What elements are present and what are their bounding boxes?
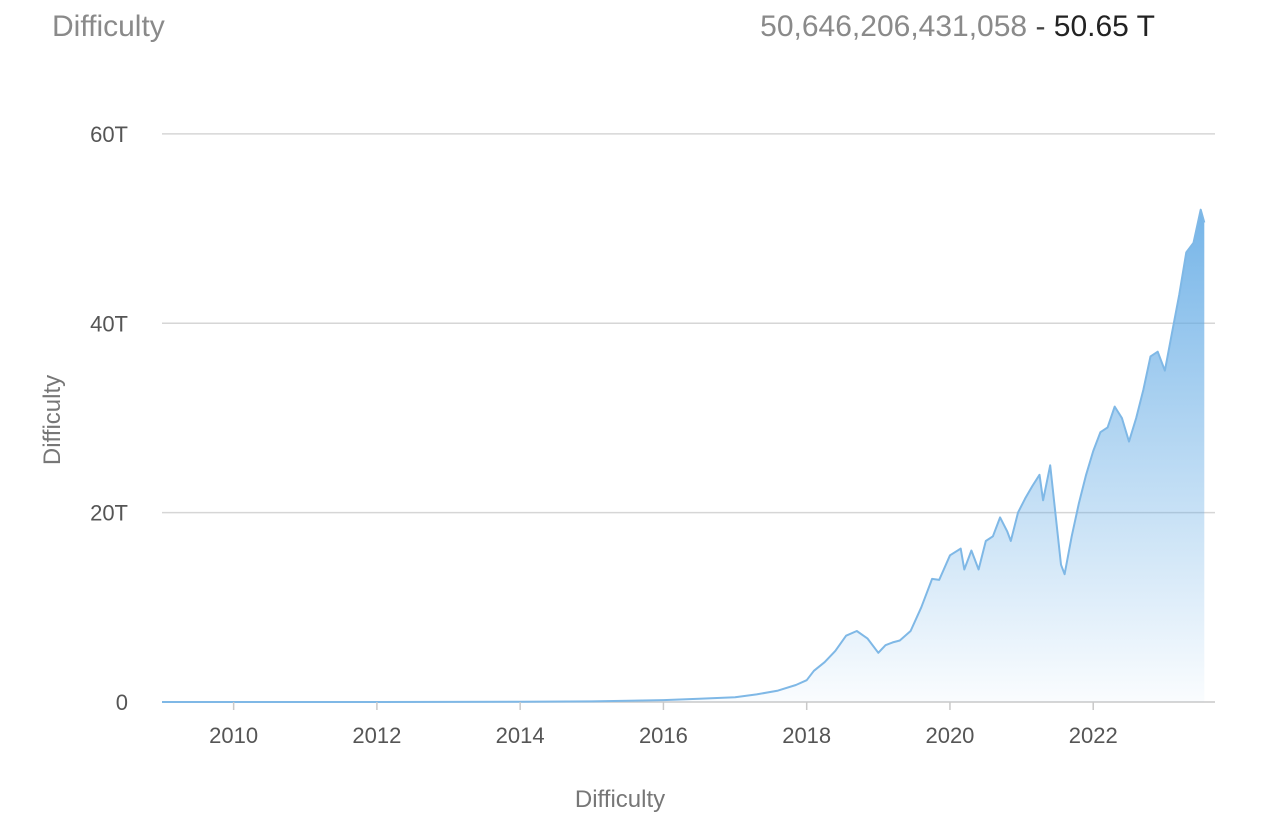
x-tick-label: 2014	[496, 723, 545, 748]
x-tick-label: 2016	[639, 723, 688, 748]
current-value-readout: 50,646,206,431,058 - 50.65 T	[760, 10, 1155, 44]
full-value: 50,646,206,431,058	[760, 10, 1028, 43]
x-tick-label: 2010	[209, 723, 258, 748]
y-tick-label: 40T	[90, 311, 128, 336]
y-tick-label: 0	[116, 690, 128, 715]
x-axis-label: Difficulty	[575, 786, 665, 813]
y-axis-label: Difficulty	[39, 375, 66, 465]
difficulty-area-fill	[162, 209, 1205, 702]
y-tick-label: 20T	[90, 501, 128, 526]
value-separator: -	[1035, 10, 1046, 43]
short-value: 50.65 T	[1053, 10, 1155, 43]
y-tick-label: 60T	[90, 122, 128, 147]
difficulty-series-line[interactable]	[162, 208, 1206, 703]
x-tick-label: 2022	[1069, 723, 1118, 748]
x-tick-label: 2018	[782, 723, 831, 748]
x-tick-label: 2020	[925, 723, 974, 748]
x-tick-label: 2012	[352, 723, 401, 748]
chart-title: Difficulty	[52, 10, 165, 43]
